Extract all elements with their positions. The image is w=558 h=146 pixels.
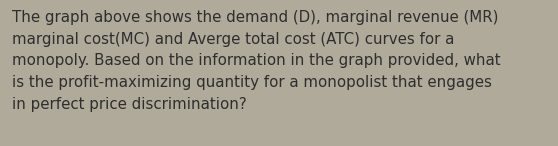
Text: The graph above shows the demand (D), marginal revenue (MR)
marginal cost(MC) an: The graph above shows the demand (D), ma… xyxy=(12,10,501,112)
